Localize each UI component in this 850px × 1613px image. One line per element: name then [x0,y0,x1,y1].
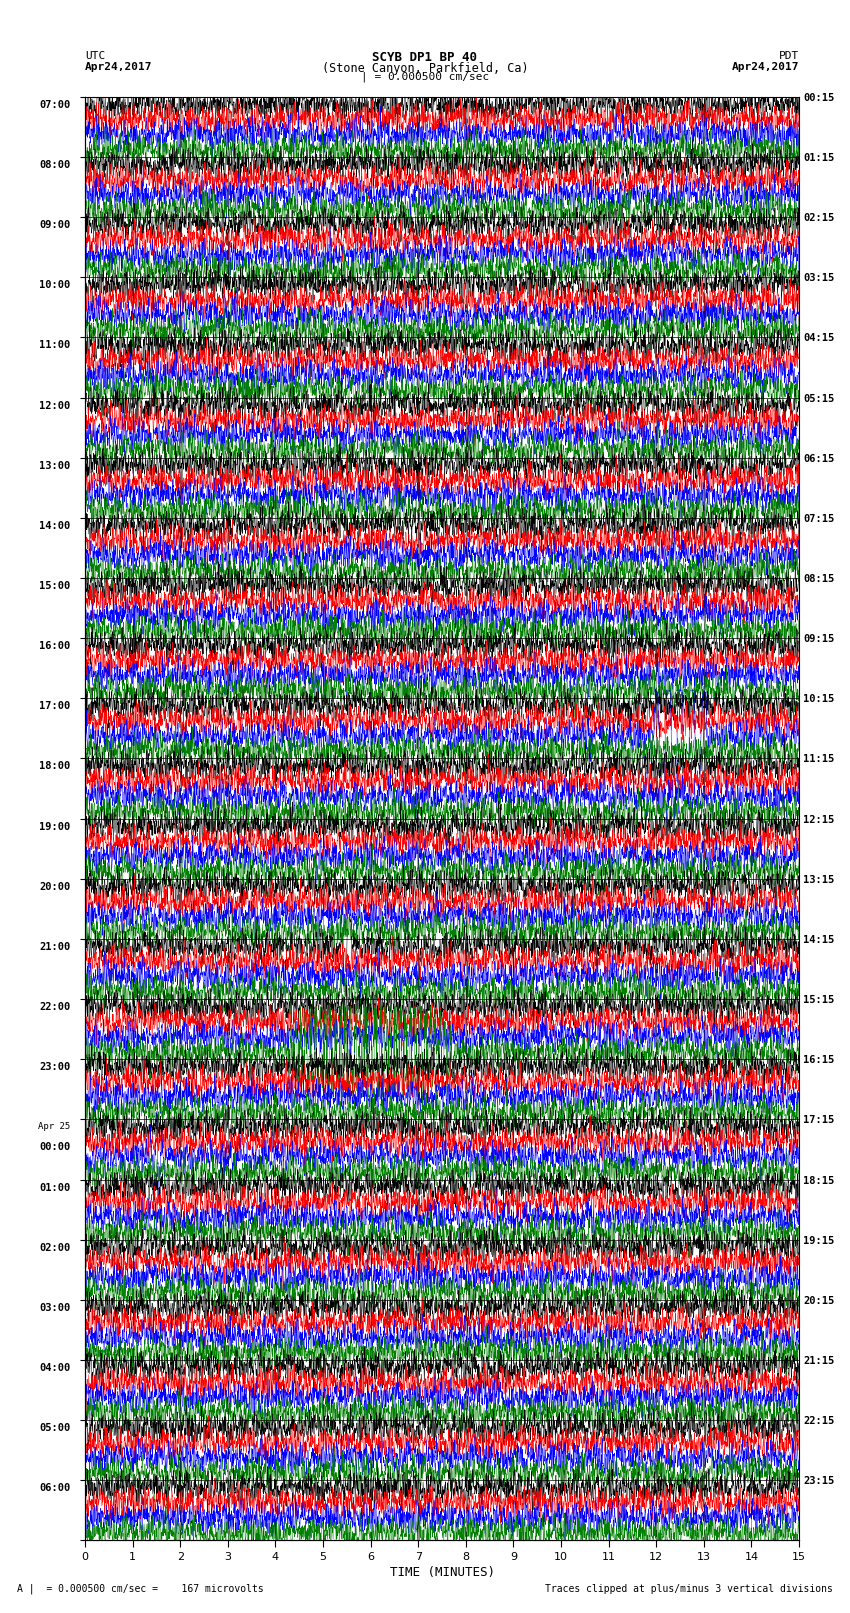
Text: 20:00: 20:00 [39,882,71,892]
Text: 17:00: 17:00 [39,702,71,711]
Text: 05:00: 05:00 [39,1423,71,1432]
Text: 14:00: 14:00 [39,521,71,531]
Text: 22:00: 22:00 [39,1002,71,1011]
Text: 23:00: 23:00 [39,1063,71,1073]
Text: 15:00: 15:00 [39,581,71,590]
Text: 16:00: 16:00 [39,640,71,652]
Text: Apr24,2017: Apr24,2017 [732,61,799,71]
Text: 02:00: 02:00 [39,1242,71,1253]
Text: 10:00: 10:00 [39,281,71,290]
Text: SCYB DP1 BP 40: SCYB DP1 BP 40 [372,50,478,65]
Text: Traces clipped at plus/minus 3 vertical divisions: Traces clipped at plus/minus 3 vertical … [545,1584,833,1594]
Text: 12:00: 12:00 [39,400,71,411]
Text: Apr 25: Apr 25 [38,1123,71,1131]
Text: 03:00: 03:00 [39,1303,71,1313]
Text: 19:00: 19:00 [39,821,71,832]
Text: 13:00: 13:00 [39,461,71,471]
Text: 07:00: 07:00 [39,100,71,110]
Text: (Stone Canyon, Parkfield, Ca): (Stone Canyon, Parkfield, Ca) [321,61,529,74]
Text: 11:00: 11:00 [39,340,71,350]
Text: 06:00: 06:00 [39,1484,71,1494]
Text: Apr24,2017: Apr24,2017 [85,61,152,71]
Text: 21:00: 21:00 [39,942,71,952]
Text: PDT: PDT [779,50,799,61]
Text: 08:00: 08:00 [39,160,71,169]
X-axis label: TIME (MINUTES): TIME (MINUTES) [389,1566,495,1579]
Text: UTC: UTC [85,50,105,61]
Text: 01:00: 01:00 [39,1182,71,1192]
Text: | = 0.000500 cm/sec: | = 0.000500 cm/sec [361,71,489,82]
Text: 18:00: 18:00 [39,761,71,771]
Text: A |  = 0.000500 cm/sec =    167 microvolts: A | = 0.000500 cm/sec = 167 microvolts [17,1582,264,1594]
Text: 04:00: 04:00 [39,1363,71,1373]
Text: 00:00: 00:00 [39,1142,71,1152]
Text: 09:00: 09:00 [39,219,71,231]
